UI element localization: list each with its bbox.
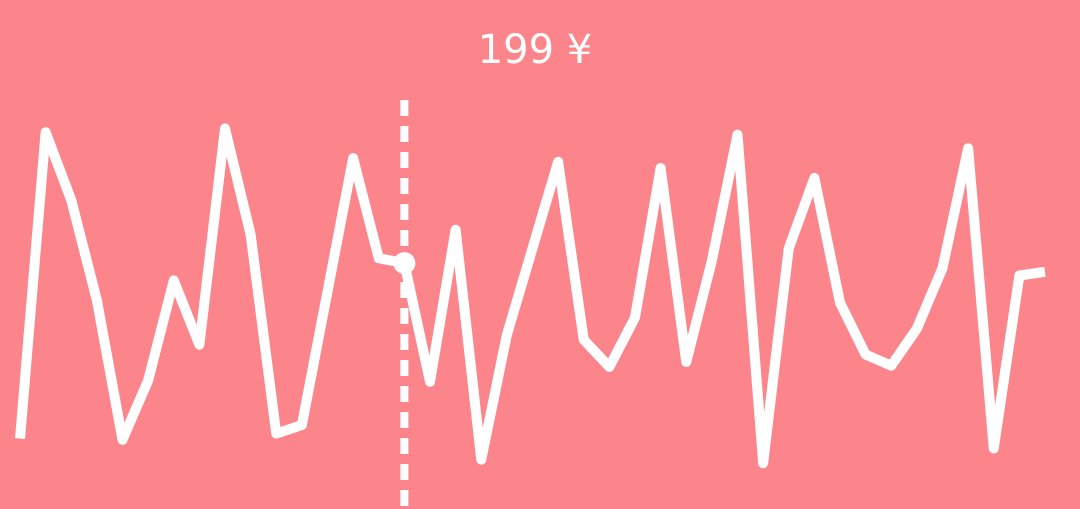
highlight-dot: [393, 252, 416, 275]
line: [15, 123, 1046, 469]
tooltip-label: 199 ¥: [478, 27, 593, 73]
